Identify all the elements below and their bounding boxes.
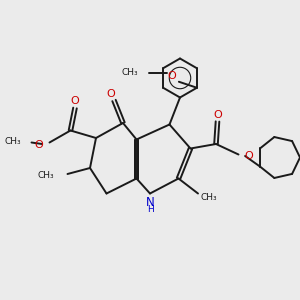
Text: CH₃: CH₃ — [4, 137, 21, 146]
Text: O: O — [213, 110, 222, 120]
Text: CH₃: CH₃ — [38, 171, 54, 180]
Text: H: H — [147, 206, 153, 214]
Text: N: N — [146, 196, 154, 209]
Text: O: O — [70, 96, 80, 106]
Text: O: O — [167, 71, 176, 81]
Text: O: O — [106, 89, 116, 99]
Text: O: O — [35, 140, 44, 151]
Text: CH₃: CH₃ — [200, 194, 217, 202]
Text: O: O — [244, 151, 253, 161]
Text: CH₃: CH₃ — [122, 68, 138, 77]
